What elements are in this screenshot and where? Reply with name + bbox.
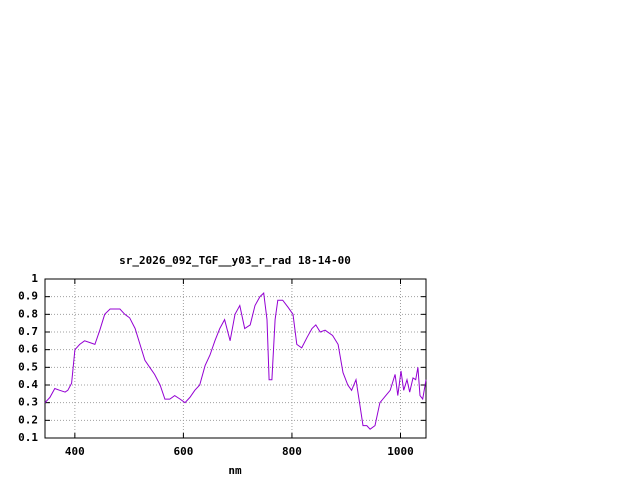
y-tick-label: 0.2 [18, 413, 38, 426]
x-axis-label: nm [228, 464, 242, 477]
y-tick-label: 0.7 [18, 325, 38, 338]
y-tick-label: 0.6 [18, 343, 38, 356]
plot-frame [44, 278, 427, 439]
y-tick-label: 0.9 [18, 290, 38, 303]
x-tick-label: 1000 [387, 445, 414, 458]
x-tick-label: 800 [282, 445, 302, 458]
chart-title: sr_2026_092_TGF__y03_r_rad 18-14-00 [119, 254, 351, 267]
y-tick-label: 0.5 [18, 360, 38, 373]
data-line [44, 292, 427, 430]
y-tick-label: 0.8 [18, 307, 38, 320]
y-tick-label: 0.4 [18, 378, 38, 391]
y-tick-label: 1 [31, 272, 38, 285]
x-tick-label: 400 [65, 445, 85, 458]
y-tick-label: 0.3 [18, 396, 38, 409]
x-tick-label: 600 [173, 445, 193, 458]
y-tick-label: 0.1 [18, 431, 38, 444]
